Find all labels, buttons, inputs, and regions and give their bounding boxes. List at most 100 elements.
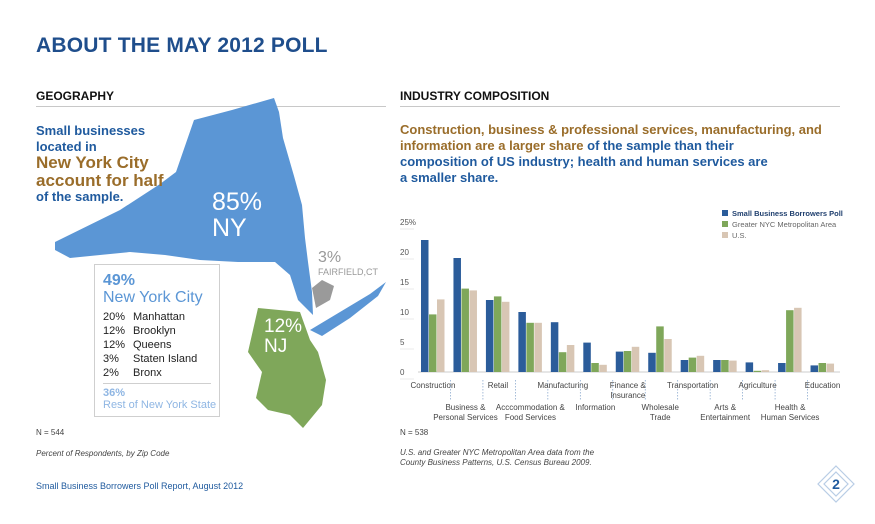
bar-poll — [453, 258, 461, 372]
industry-summary: Construction, business & professional se… — [400, 122, 840, 186]
industry-bar-chart: 25% 20 15 10 5 0 Construction Business &Persona… — [400, 209, 843, 422]
bar-poll — [810, 365, 819, 372]
long-island-shape — [310, 282, 386, 336]
geo-n-note: N = 544 — [36, 428, 65, 437]
source-line-1: U.S. and Greater NYC Metropolitan Area d… — [400, 448, 595, 457]
bar-nyc — [786, 310, 794, 372]
y-tick-label: 20 — [400, 248, 409, 257]
bar-poll — [583, 342, 591, 372]
y-tick-label: 15 — [400, 278, 409, 287]
bar-nyc — [623, 351, 632, 372]
bar-nyc — [429, 314, 437, 372]
geography-heading: GEOGRAPHY — [36, 89, 115, 103]
legend-label: Small Business Borrowers Poll — [732, 209, 843, 218]
category-label: Food Services — [505, 413, 556, 422]
industry-heading: INDUSTRY COMPOSITION — [400, 89, 550, 103]
bar-poll — [421, 240, 429, 372]
bar-nyc — [493, 296, 502, 372]
bar-us — [501, 301, 510, 372]
bar-nyc — [656, 326, 664, 372]
category-label: Health & — [775, 403, 806, 412]
bar-poll — [615, 351, 624, 372]
borough-row: 12% Queens — [103, 339, 172, 351]
borough-row: 3% Staten Island — [103, 353, 198, 365]
legend-swatch — [722, 232, 728, 238]
category-label: Information — [575, 403, 615, 412]
ny-state-shape — [55, 98, 313, 315]
nyc-pct: 49% — [103, 272, 136, 289]
geo-highlight-1: New York City — [36, 153, 149, 172]
rest-label: Rest of New York State — [103, 399, 217, 411]
page-number: 2 — [832, 476, 840, 492]
category-label: Personal Services — [433, 413, 497, 422]
bar-poll — [680, 360, 689, 372]
category-label: Agriculture — [738, 381, 777, 390]
industry-n-note: N = 538 — [400, 428, 429, 437]
bar-poll — [550, 322, 559, 372]
bar-nyc — [591, 363, 599, 372]
geo-outro: of the sample. — [36, 189, 124, 204]
box-divider — [103, 383, 211, 384]
legend-swatch — [722, 221, 728, 227]
summary-gold: Construction, business & professional se… — [400, 122, 822, 153]
nj-pct-label: 12% — [264, 316, 303, 337]
summary-blue-3: a smaller share. — [400, 170, 499, 185]
bar-us — [664, 339, 672, 372]
category-label: Insurance — [610, 391, 646, 400]
source-line-2: County Business Patterns, U.S. Census Bu… — [400, 458, 592, 467]
summary-blue-2: composition of US industry; health and h… — [400, 154, 768, 169]
bar-nyc — [753, 370, 762, 372]
bar-us — [826, 363, 835, 372]
bar-poll — [518, 312, 526, 372]
borough-row: 2% Bronx — [103, 367, 162, 379]
category-label: Finance & — [610, 381, 647, 390]
bar-us — [599, 364, 607, 372]
category-label: Transportation — [667, 381, 718, 390]
y-tick-label: 5 — [400, 338, 405, 347]
legend-label: Greater NYC Metropolitan Area — [732, 220, 837, 229]
geo-highlight-2: account for half — [36, 171, 164, 190]
bar-us — [534, 322, 542, 372]
category-label: Acccommodation & — [496, 403, 566, 412]
bar-us — [437, 299, 445, 372]
rest-pct: 36% — [103, 387, 126, 399]
bar-us — [729, 360, 737, 372]
category-label: Construction — [411, 381, 456, 390]
ct-state-label: FAIRFIELD,CT — [318, 267, 379, 277]
nyc-breakdown-box: 49% New York City 20% Manhattan 12% Brookl… — [94, 264, 220, 417]
bar-nyc — [526, 322, 534, 372]
map-graphic — [55, 98, 386, 428]
category-label: Wholesale — [642, 403, 680, 412]
bar-nyc — [461, 288, 469, 372]
compass-icon — [817, 465, 855, 503]
footer-report: Small Business Borrowers Poll Report, Au… — [36, 481, 244, 491]
y-tick-label: 25% — [400, 218, 416, 227]
bar-poll — [745, 362, 754, 372]
bar-poll — [713, 360, 721, 372]
bar-poll — [648, 352, 656, 372]
nj-shape — [248, 308, 326, 428]
geography-rule — [36, 106, 386, 107]
industry-rule — [400, 106, 840, 107]
category-label: Retail — [488, 381, 509, 390]
bar-nyc — [818, 363, 827, 372]
bar-nyc — [688, 357, 697, 372]
bar-nyc — [558, 352, 567, 372]
category-label: Manufacturing — [537, 381, 588, 390]
ny-state-label: NY — [212, 214, 247, 242]
bar-nyc — [721, 360, 729, 372]
bar-poll — [485, 300, 494, 372]
legend-label: U.S. — [732, 231, 747, 240]
category-label: Education — [805, 381, 841, 390]
category-label: Human Services — [761, 413, 820, 422]
borough-row: 12% Brooklyn — [103, 325, 176, 337]
nj-state-label: NJ — [264, 336, 288, 357]
bar-us — [696, 355, 705, 372]
bar-poll — [778, 363, 786, 372]
geo-footnote: Percent of Respondents, by Zip Code — [36, 449, 170, 458]
page-title: ABOUT THE MAY 2012 POLL — [36, 34, 328, 57]
bar-us — [761, 370, 770, 372]
bar-us — [469, 290, 477, 372]
y-tick-label: 10 — [400, 308, 409, 317]
category-label: Entertainment — [700, 413, 751, 422]
